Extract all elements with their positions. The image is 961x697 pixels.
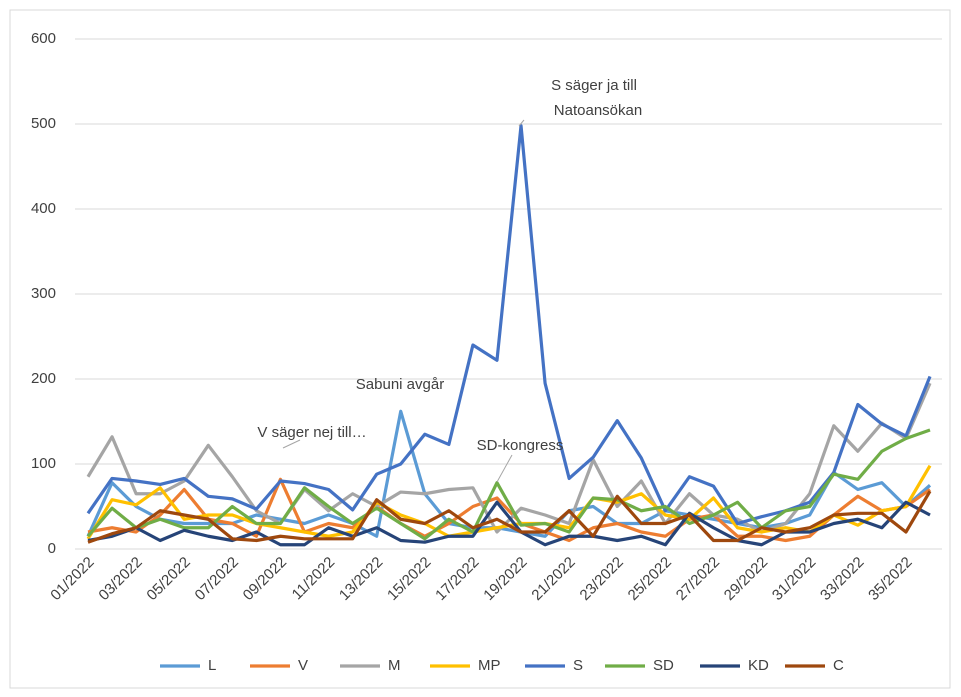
y-tick-label: 200 [31, 370, 56, 387]
series-line [86, 382, 932, 534]
series-line [87, 490, 932, 544]
leader-line [518, 119, 525, 127]
legend-label: KD [748, 657, 769, 674]
annotation: V säger nej till… [257, 424, 366, 441]
legend-label: L [208, 657, 216, 674]
leader-line [496, 454, 513, 483]
y-tick-label: 0 [48, 540, 56, 557]
legend: L V M MP S SD KD C [160, 657, 844, 674]
legend-item: L [160, 657, 216, 674]
annotation: SD-kongress [477, 437, 564, 454]
annotation: Sabuni avgår [356, 376, 444, 393]
legend-item: S [525, 657, 583, 674]
legend-item: M [340, 657, 401, 674]
legend-label: V [298, 657, 308, 674]
lines [86, 124, 932, 547]
legend-item: MP [430, 657, 501, 674]
leader-line [282, 439, 301, 449]
y-tick-label: 100 [31, 455, 56, 472]
legend-item: SD [605, 657, 674, 674]
y-tick-label: 500 [31, 115, 56, 132]
annotations: S säger ja till Natoansökan Sabuni avgår… [257, 77, 642, 483]
legend-label: S [573, 657, 583, 674]
annotation: S säger ja till [551, 77, 637, 94]
legend-label: MP [478, 657, 501, 674]
y-tick-label: 400 [31, 200, 56, 217]
annotation: Natoansökan [554, 102, 642, 119]
legend-item: KD [700, 657, 769, 674]
y-tick-label: 600 [31, 30, 56, 47]
series-line [87, 477, 931, 543]
legend-label: M [388, 657, 401, 674]
legend-item: C [785, 657, 844, 674]
series-line [86, 428, 931, 541]
legend-label: SD [653, 657, 674, 674]
y-tick-label: 300 [31, 285, 56, 302]
legend-label: C [833, 657, 844, 674]
legend-item: V [250, 657, 308, 674]
